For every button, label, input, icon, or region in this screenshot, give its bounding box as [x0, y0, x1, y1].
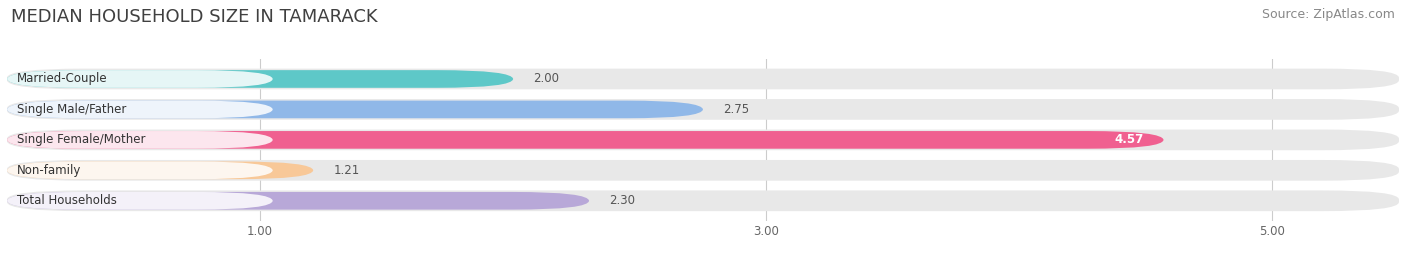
FancyBboxPatch shape — [7, 192, 589, 210]
Text: Single Female/Mother: Single Female/Mother — [17, 133, 146, 146]
FancyBboxPatch shape — [7, 161, 273, 179]
Text: 2.00: 2.00 — [533, 72, 560, 86]
Text: 4.57: 4.57 — [1114, 133, 1143, 146]
FancyBboxPatch shape — [7, 131, 1164, 149]
FancyBboxPatch shape — [7, 69, 1399, 89]
Text: MEDIAN HOUSEHOLD SIZE IN TAMARACK: MEDIAN HOUSEHOLD SIZE IN TAMARACK — [11, 8, 378, 26]
FancyBboxPatch shape — [7, 130, 1399, 150]
Text: 2.75: 2.75 — [723, 103, 749, 116]
Text: Married-Couple: Married-Couple — [17, 72, 108, 86]
FancyBboxPatch shape — [7, 70, 273, 88]
Text: Source: ZipAtlas.com: Source: ZipAtlas.com — [1261, 8, 1395, 21]
FancyBboxPatch shape — [7, 192, 273, 210]
Text: Total Households: Total Households — [17, 194, 117, 207]
Text: 2.30: 2.30 — [609, 194, 636, 207]
FancyBboxPatch shape — [7, 99, 1399, 120]
FancyBboxPatch shape — [7, 101, 273, 118]
FancyBboxPatch shape — [7, 70, 513, 88]
Text: Single Male/Father: Single Male/Father — [17, 103, 127, 116]
FancyBboxPatch shape — [7, 131, 273, 149]
Text: Non-family: Non-family — [17, 164, 82, 177]
Text: 1.21: 1.21 — [333, 164, 360, 177]
FancyBboxPatch shape — [7, 190, 1399, 211]
FancyBboxPatch shape — [7, 160, 1399, 181]
FancyBboxPatch shape — [7, 161, 314, 179]
FancyBboxPatch shape — [7, 101, 703, 118]
